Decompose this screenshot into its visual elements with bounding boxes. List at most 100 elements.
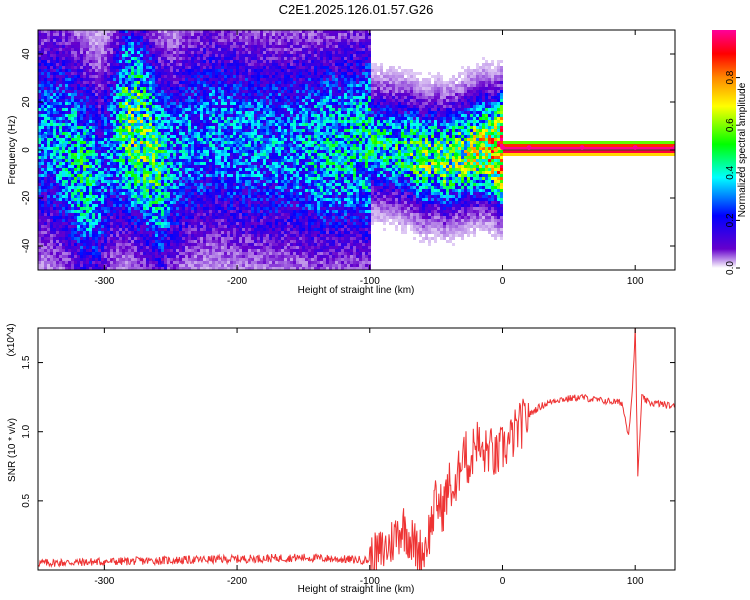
heatmap-cell <box>134 174 137 177</box>
heatmap-cell <box>167 174 170 177</box>
heatmap-cell <box>164 135 167 138</box>
heatmap-cell <box>92 252 95 255</box>
heatmap-cell <box>200 165 203 168</box>
heatmap-cell <box>104 51 107 54</box>
heatmap-cell <box>95 225 98 228</box>
heatmap-cell <box>152 54 155 57</box>
heatmap-cell <box>128 48 131 51</box>
heatmap-cell <box>149 108 152 111</box>
heatmap-cell <box>122 171 125 174</box>
heatmap-cell <box>179 114 182 117</box>
heatmap-cell <box>176 153 179 156</box>
heatmap-cell <box>221 201 224 204</box>
heatmap-cell <box>212 237 215 240</box>
heatmap-cell <box>86 126 89 129</box>
heatmap-cell <box>194 213 197 216</box>
heatmap-cell <box>53 96 56 99</box>
heatmap-cell <box>140 246 143 249</box>
heatmap-cell <box>161 81 164 84</box>
heatmap-cell <box>53 132 56 135</box>
heatmap-cell <box>212 33 215 36</box>
heatmap-cell <box>50 66 53 69</box>
heatmap-cell <box>113 78 116 81</box>
heatmap-cell <box>161 258 164 261</box>
heatmap-cell <box>173 210 176 213</box>
heatmap-cell <box>92 258 95 261</box>
heatmap-cell <box>92 105 95 108</box>
heatmap-cell <box>143 114 146 117</box>
heatmap-cell <box>209 93 212 96</box>
heatmap-cell <box>173 105 176 108</box>
heatmap-cell <box>155 54 158 57</box>
heatmap-cell <box>116 48 119 51</box>
heatmap-cell <box>188 264 191 267</box>
heatmap-cell <box>167 138 170 141</box>
heatmap-cell <box>158 210 161 213</box>
heatmap-cell <box>197 102 200 105</box>
heatmap-cell <box>212 228 215 231</box>
heatmap-cell <box>38 120 41 123</box>
heatmap-cell <box>77 132 80 135</box>
heatmap-cell <box>95 111 98 114</box>
heatmap-cell <box>74 150 77 153</box>
heatmap-cell <box>155 186 158 189</box>
heatmap-cell <box>161 159 164 162</box>
heatmap-cell <box>131 99 134 102</box>
heatmap-cell <box>209 75 212 78</box>
heatmap-cell <box>179 147 182 150</box>
heatmap-cell <box>80 198 83 201</box>
heatmap-cell <box>143 153 146 156</box>
heatmap-cell <box>134 138 137 141</box>
heatmap-cell <box>137 174 140 177</box>
heatmap-cell <box>173 198 176 201</box>
heatmap-cell <box>137 39 140 42</box>
heatmap-cell <box>116 243 119 246</box>
heatmap-cell <box>152 258 155 261</box>
heatmap-cell <box>221 183 224 186</box>
heatmap-cell <box>56 186 59 189</box>
heatmap-cell <box>107 45 110 48</box>
heatmap-cell <box>113 192 116 195</box>
heatmap-cell <box>62 81 65 84</box>
heatmap-cell <box>185 138 188 141</box>
heatmap-cell <box>89 171 92 174</box>
heatmap-cell <box>191 183 194 186</box>
heatmap-cell <box>104 246 107 249</box>
heatmap-cell <box>47 267 50 270</box>
heatmap-cell <box>143 192 146 195</box>
heatmap-cell <box>134 183 137 186</box>
heatmap-cell <box>62 219 65 222</box>
heatmap-cell <box>206 126 209 129</box>
heatmap-cell <box>197 192 200 195</box>
heatmap-cell <box>53 105 56 108</box>
heatmap-cell <box>116 240 119 243</box>
heatmap-cell <box>86 153 89 156</box>
heatmap-cell <box>140 63 143 66</box>
heatmap-cell <box>56 39 59 42</box>
heatmap-cell <box>143 147 146 150</box>
heatmap-cell <box>92 264 95 267</box>
heatmap-cell <box>110 168 113 171</box>
heatmap-cell <box>65 69 68 72</box>
heatmap-cell <box>134 213 137 216</box>
heatmap-cell <box>158 147 161 150</box>
heatmap-cell <box>179 138 182 141</box>
heatmap-cell <box>203 183 206 186</box>
heatmap-cell <box>83 231 86 234</box>
heatmap-cell <box>113 243 116 246</box>
heatmap-cell <box>50 99 53 102</box>
heatmap-cell <box>125 231 128 234</box>
heatmap-cell <box>77 162 80 165</box>
heatmap-cell <box>92 150 95 153</box>
heatmap-cell <box>155 219 158 222</box>
heatmap-cell <box>83 204 86 207</box>
heatmap-cell <box>131 150 134 153</box>
heatmap-cell <box>143 129 146 132</box>
heatmap-cell <box>197 222 200 225</box>
heatmap-cell <box>65 87 68 90</box>
heatmap-cell <box>71 231 74 234</box>
heatmap-cell <box>167 78 170 81</box>
heatmap-cell <box>209 189 212 192</box>
heatmap-cell <box>215 105 218 108</box>
heatmap-cell <box>95 51 98 54</box>
